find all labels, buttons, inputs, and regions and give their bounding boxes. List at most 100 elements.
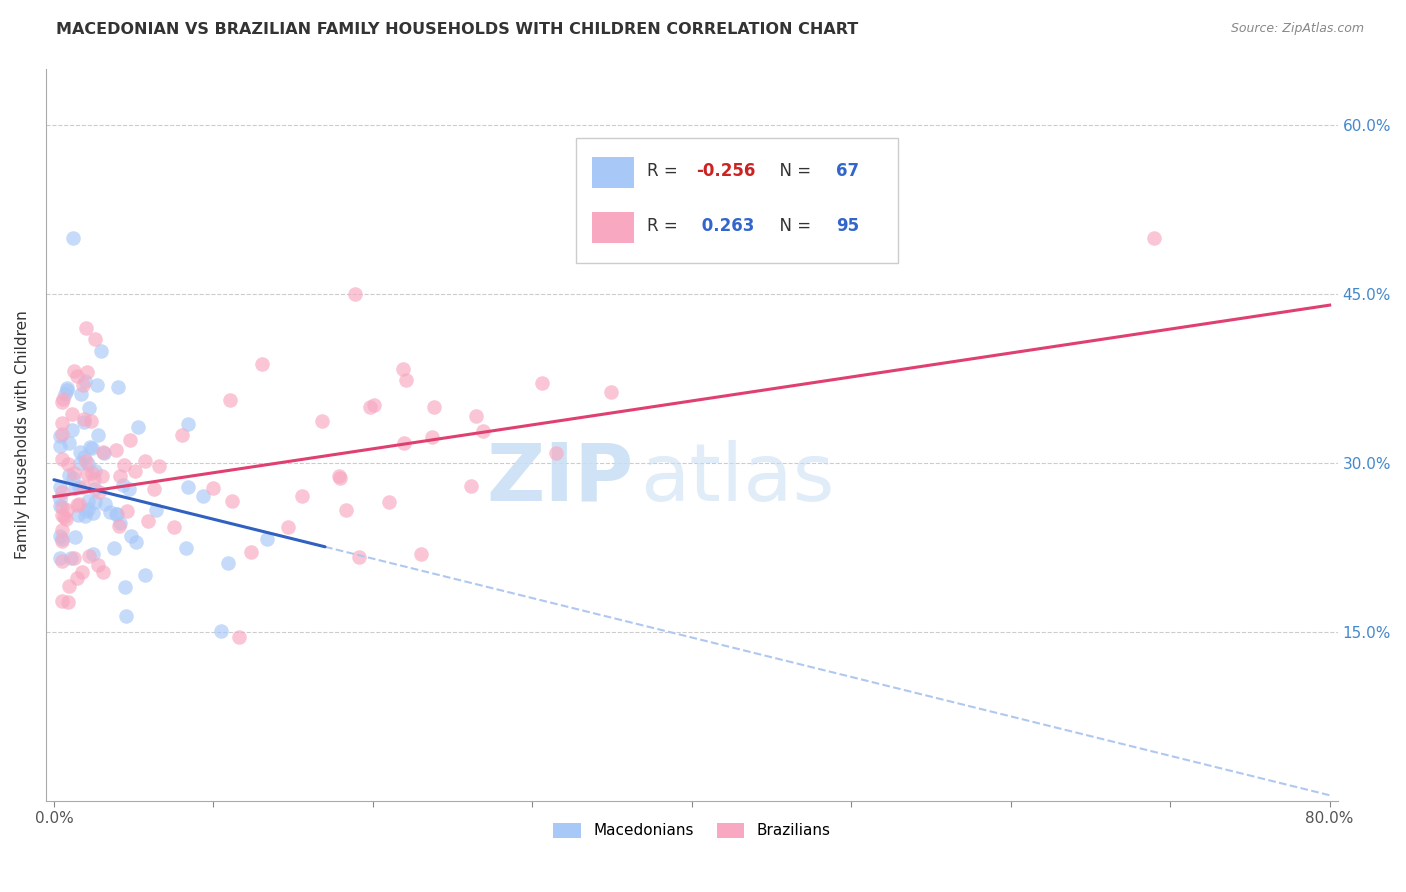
- Point: [600, 385, 623, 400]
- Point: [124, 464, 146, 478]
- Point: [58, 435, 80, 450]
- Point: [60, 551, 83, 566]
- Point: [91, 566, 114, 580]
- Point: [69, 386, 91, 401]
- Point: [117, 504, 139, 518]
- Point: [67, 480, 90, 494]
- Point: [134, 454, 156, 468]
- Point: [87, 558, 110, 573]
- Point: [107, 507, 129, 521]
- Point: [51, 524, 73, 538]
- Point: [84, 482, 107, 496]
- Point: [392, 362, 415, 376]
- Point: [118, 433, 141, 447]
- Text: Source: ZipAtlas.com: Source: ZipAtlas.com: [1230, 22, 1364, 36]
- Point: [49, 491, 72, 506]
- Point: [49, 439, 72, 453]
- Point: [240, 545, 263, 559]
- Point: [114, 580, 136, 594]
- Point: [80, 414, 103, 428]
- Point: [395, 373, 418, 387]
- Point: [103, 541, 125, 555]
- Point: [51, 500, 73, 515]
- Point: [77, 401, 100, 416]
- Point: [82, 506, 104, 520]
- Point: [343, 286, 366, 301]
- Point: [70, 565, 93, 579]
- Point: [60, 423, 83, 437]
- Text: 0.263: 0.263: [696, 217, 754, 235]
- Point: [60, 407, 83, 421]
- Point: [55, 381, 77, 395]
- Point: [73, 508, 96, 523]
- Point: [530, 376, 553, 391]
- Point: [84, 495, 107, 509]
- Point: [177, 480, 200, 494]
- Point: [193, 489, 215, 503]
- Point: [49, 529, 72, 543]
- Point: [105, 442, 128, 457]
- Text: 67: 67: [837, 162, 859, 180]
- Point: [471, 424, 494, 438]
- Text: R =: R =: [647, 162, 682, 180]
- FancyBboxPatch shape: [575, 138, 898, 262]
- Point: [546, 446, 568, 460]
- Point: [89, 485, 111, 500]
- Point: [228, 630, 250, 644]
- Point: [112, 458, 135, 473]
- Point: [66, 368, 89, 383]
- Point: [143, 482, 166, 496]
- Point: [49, 480, 72, 494]
- Point: [145, 502, 167, 516]
- Point: [77, 457, 100, 471]
- Point: [69, 456, 91, 470]
- Point: [90, 344, 112, 359]
- Point: [91, 469, 114, 483]
- Text: -0.256: -0.256: [696, 162, 755, 180]
- Point: [76, 467, 98, 482]
- Point: [69, 498, 91, 512]
- Point: [73, 450, 96, 464]
- Point: [359, 400, 381, 414]
- Point: [118, 482, 141, 496]
- Point: [79, 440, 101, 454]
- Point: [148, 458, 170, 473]
- Point: [76, 494, 98, 508]
- Point: [62, 471, 84, 485]
- Point: [422, 401, 444, 415]
- Point: [56, 383, 79, 397]
- Point: [49, 499, 72, 513]
- Point: [80, 467, 103, 481]
- Point: [277, 520, 299, 534]
- Point: [94, 497, 117, 511]
- Bar: [592, 212, 634, 243]
- Point: [110, 516, 132, 530]
- Point: [86, 378, 108, 392]
- Point: [63, 550, 86, 565]
- Point: [1143, 230, 1166, 244]
- Point: [409, 547, 432, 561]
- Point: [51, 394, 73, 409]
- Point: [56, 457, 79, 471]
- Point: [62, 466, 84, 480]
- Point: [174, 541, 197, 555]
- Point: [75, 503, 97, 517]
- Point: [63, 364, 86, 378]
- Point: [67, 508, 90, 522]
- Point: [420, 429, 443, 443]
- Text: MACEDONIAN VS BRAZILIAN FAMILY HOUSEHOLDS WITH CHILDREN CORRELATION CHART: MACEDONIAN VS BRAZILIAN FAMILY HOUSEHOLD…: [56, 22, 859, 37]
- Point: [93, 445, 115, 459]
- Point: [51, 533, 73, 548]
- Point: [177, 417, 200, 431]
- Point: [134, 568, 156, 582]
- Point: [120, 528, 142, 542]
- Point: [58, 579, 80, 593]
- Point: [465, 409, 488, 423]
- Point: [55, 503, 77, 517]
- Point: [65, 498, 87, 512]
- Point: [124, 534, 146, 549]
- Point: [51, 593, 73, 607]
- Text: N =: N =: [769, 217, 817, 235]
- Point: [83, 332, 105, 346]
- Bar: [592, 157, 634, 188]
